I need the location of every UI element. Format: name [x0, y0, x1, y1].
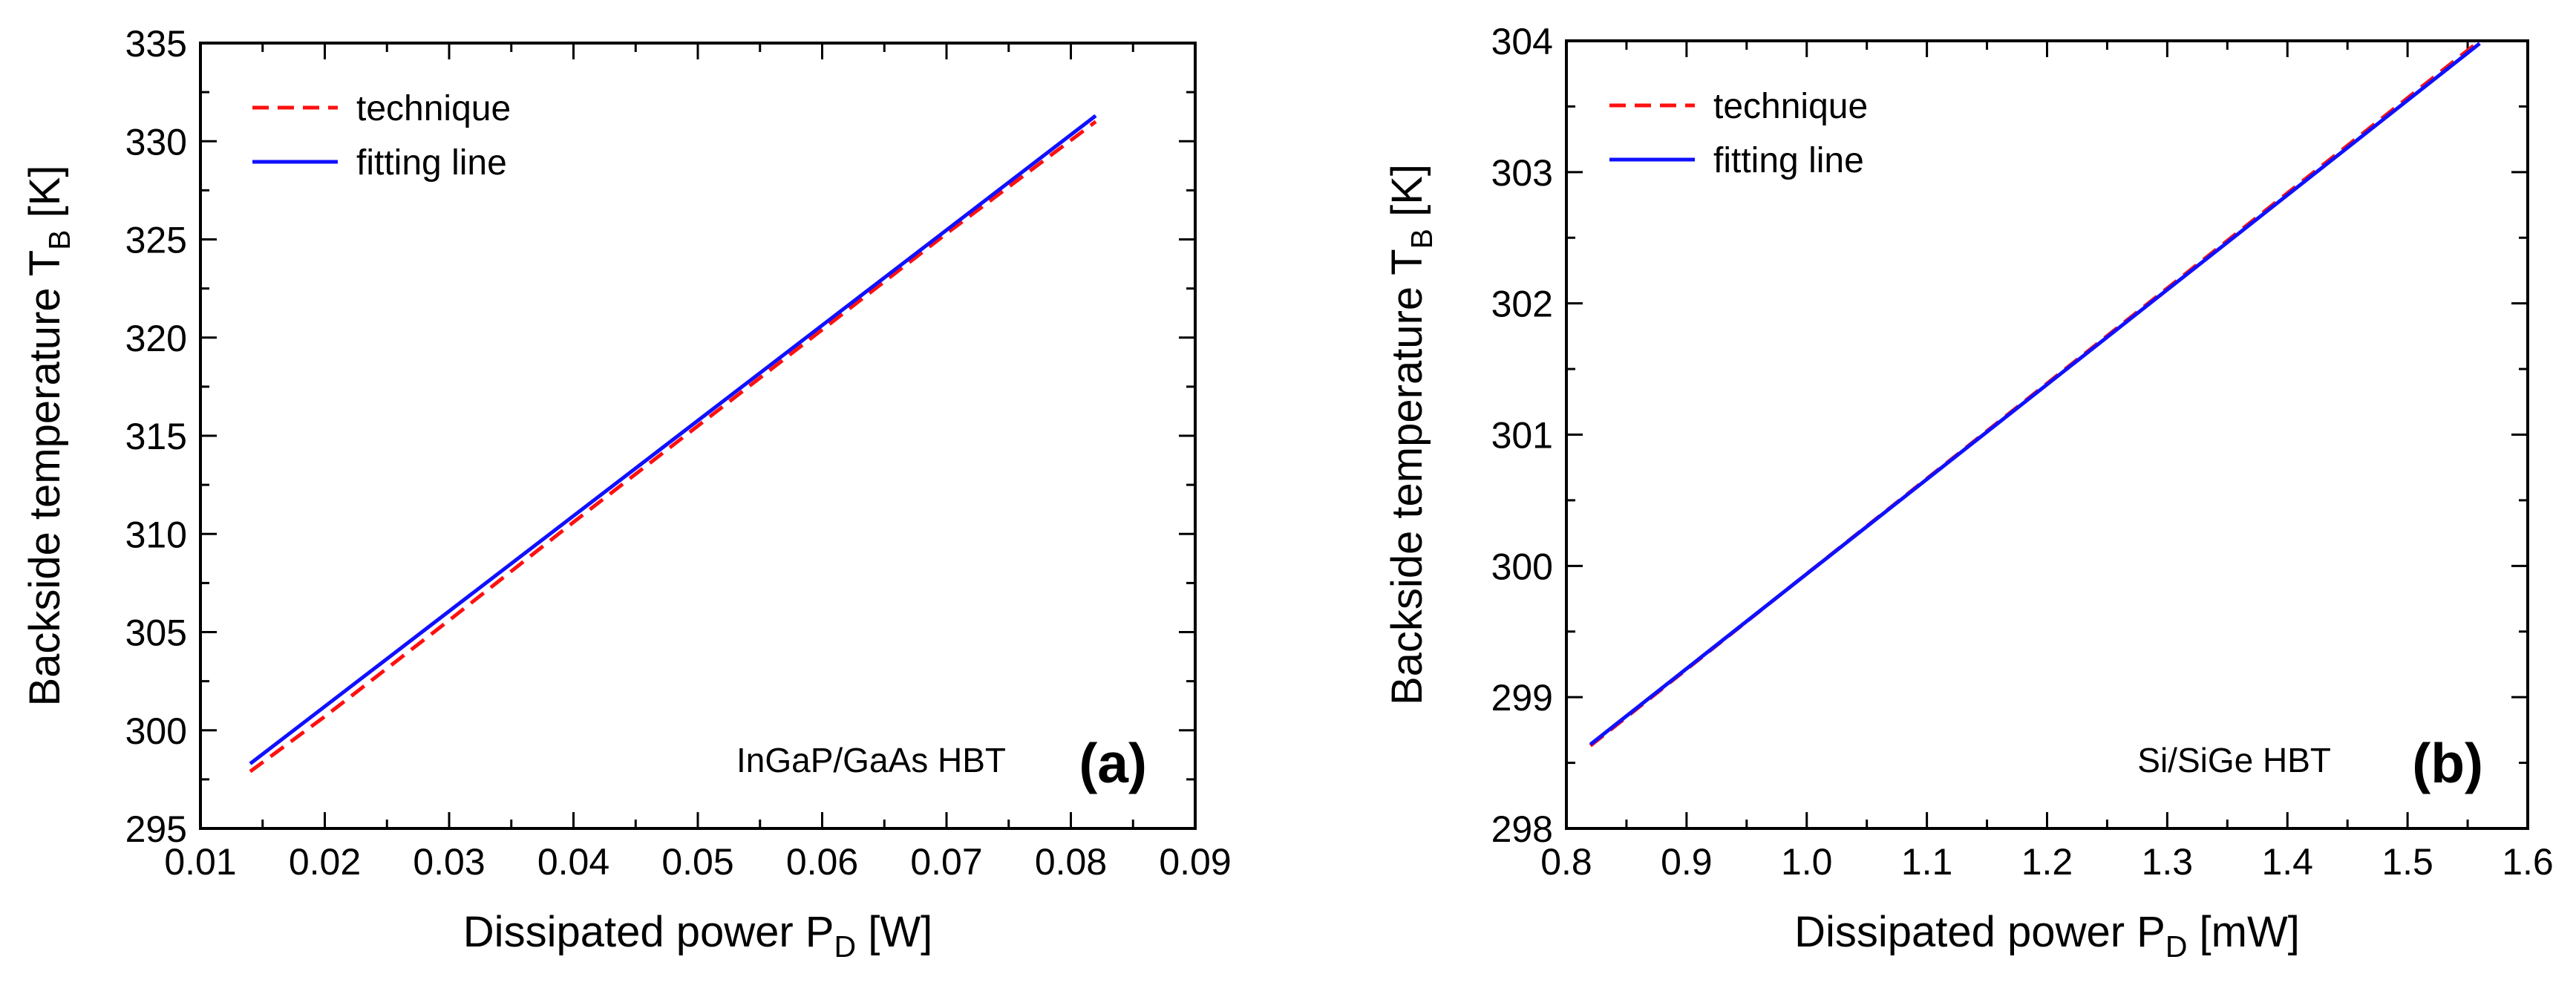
series-line-technique — [249, 120, 1097, 774]
y-tick-label: 295 — [125, 808, 187, 850]
x-axis-title-main: Dissipated power P — [463, 908, 834, 956]
y-axis-title-sub: B — [42, 230, 76, 250]
y-tick-label: 300 — [125, 710, 187, 752]
y-tick-label: 335 — [125, 23, 187, 65]
legend-label-technique: technique — [356, 89, 511, 128]
x-tick-label: 1.1 — [1901, 841, 1953, 883]
chart-panel-a: 0.01 0.02 0.03 0.04 0.05 0.06 0.07 0.08 0.09 295 3… — [21, 23, 1232, 964]
x-axis-title: Dissipated power PD [W] — [463, 908, 932, 964]
y-axis-title-main: Backside temperature T — [1383, 249, 1431, 705]
x-tick-label: 0.9 — [1661, 841, 1713, 883]
x-tick-label: 1.5 — [2382, 841, 2433, 883]
y-axis-title: Backside temperature TB [K] — [21, 165, 76, 706]
legend-label-fitting-line: fitting line — [356, 143, 507, 183]
y-axis-title-unit: [K] — [21, 165, 69, 229]
x-tick-label: 0.07 — [910, 841, 982, 883]
x-tick-label: 0.04 — [537, 841, 609, 883]
legend-label-technique: technique — [1713, 87, 1868, 126]
legend-label-fitting-line: fitting line — [1713, 141, 1864, 180]
x-tick-label: 0.03 — [413, 841, 485, 883]
legend: technique fitting line — [1609, 87, 1868, 180]
x-tick-label: 0.05 — [661, 841, 733, 883]
plot-frame — [199, 42, 1197, 830]
x-tick-label: 0.08 — [1035, 841, 1107, 883]
series-line-fitting-line — [249, 114, 1097, 765]
device-annotation: Si/SiGe HBT — [2137, 741, 2331, 779]
x-axis-title-main: Dissipated power P — [1794, 908, 2165, 956]
x-tick-label: 1.0 — [1781, 841, 1833, 883]
plot-frame — [1565, 39, 2529, 830]
legend: technique fitting line — [252, 89, 511, 183]
y-axis-title-sub: B — [1405, 229, 1439, 249]
device-annotation: InGaP/GaAs HBT — [736, 741, 1006, 779]
x-axis-title-sub: D — [2165, 929, 2188, 964]
y-tick-label: 310 — [125, 514, 187, 555]
x-tick-label: 1.3 — [2142, 841, 2194, 883]
y-axis-title-main: Backside temperature T — [21, 250, 69, 707]
y-axis-title: Backside temperature TB [K] — [1383, 164, 1439, 705]
series-line-fitting-line — [1589, 42, 2481, 746]
y-tick-label: 302 — [1491, 284, 1553, 325]
chart-panel-b: 0.8 0.9 1.0 1.1 1.2 1.3 1.4 1.5 1.6 298 299 300 301 3… — [1383, 21, 2554, 964]
x-tick-label: 0.8 — [1540, 841, 1592, 883]
x-tick-label: 0.02 — [289, 841, 361, 883]
y-tick-label: 305 — [125, 612, 187, 654]
x-axis-title: Dissipated power PD [mW] — [1794, 908, 2300, 964]
x-tick-label: 0.01 — [164, 841, 236, 883]
y-tick-label: 300 — [1491, 546, 1553, 587]
y-tick-label: 304 — [1491, 21, 1553, 62]
y-tick-label: 299 — [1491, 677, 1553, 719]
panel-label: (b) — [2412, 732, 2483, 794]
x-tick-label: 1.6 — [2502, 841, 2554, 883]
panel-label: (a) — [1079, 732, 1147, 794]
y-tick-label: 325 — [125, 220, 187, 261]
x-axis-title-sub: D — [834, 929, 856, 964]
x-tick-label: 0.06 — [786, 841, 858, 883]
y-tick-label: 315 — [125, 416, 187, 457]
y-axis-title-unit: [K] — [1383, 164, 1431, 229]
y-tick-label: 330 — [125, 121, 187, 163]
y-tick-label: 298 — [1491, 808, 1553, 850]
x-axis-title-unit: [mW] — [2187, 908, 2299, 956]
x-tick-label: 1.4 — [2261, 841, 2313, 883]
x-axis-title-unit: [W] — [856, 908, 932, 956]
y-tick-label: 303 — [1491, 152, 1553, 194]
x-tick-label: 0.09 — [1159, 841, 1231, 883]
y-tick-label: 301 — [1491, 415, 1553, 457]
x-tick-label: 1.2 — [2021, 841, 2073, 883]
y-tick-label: 320 — [125, 318, 187, 359]
